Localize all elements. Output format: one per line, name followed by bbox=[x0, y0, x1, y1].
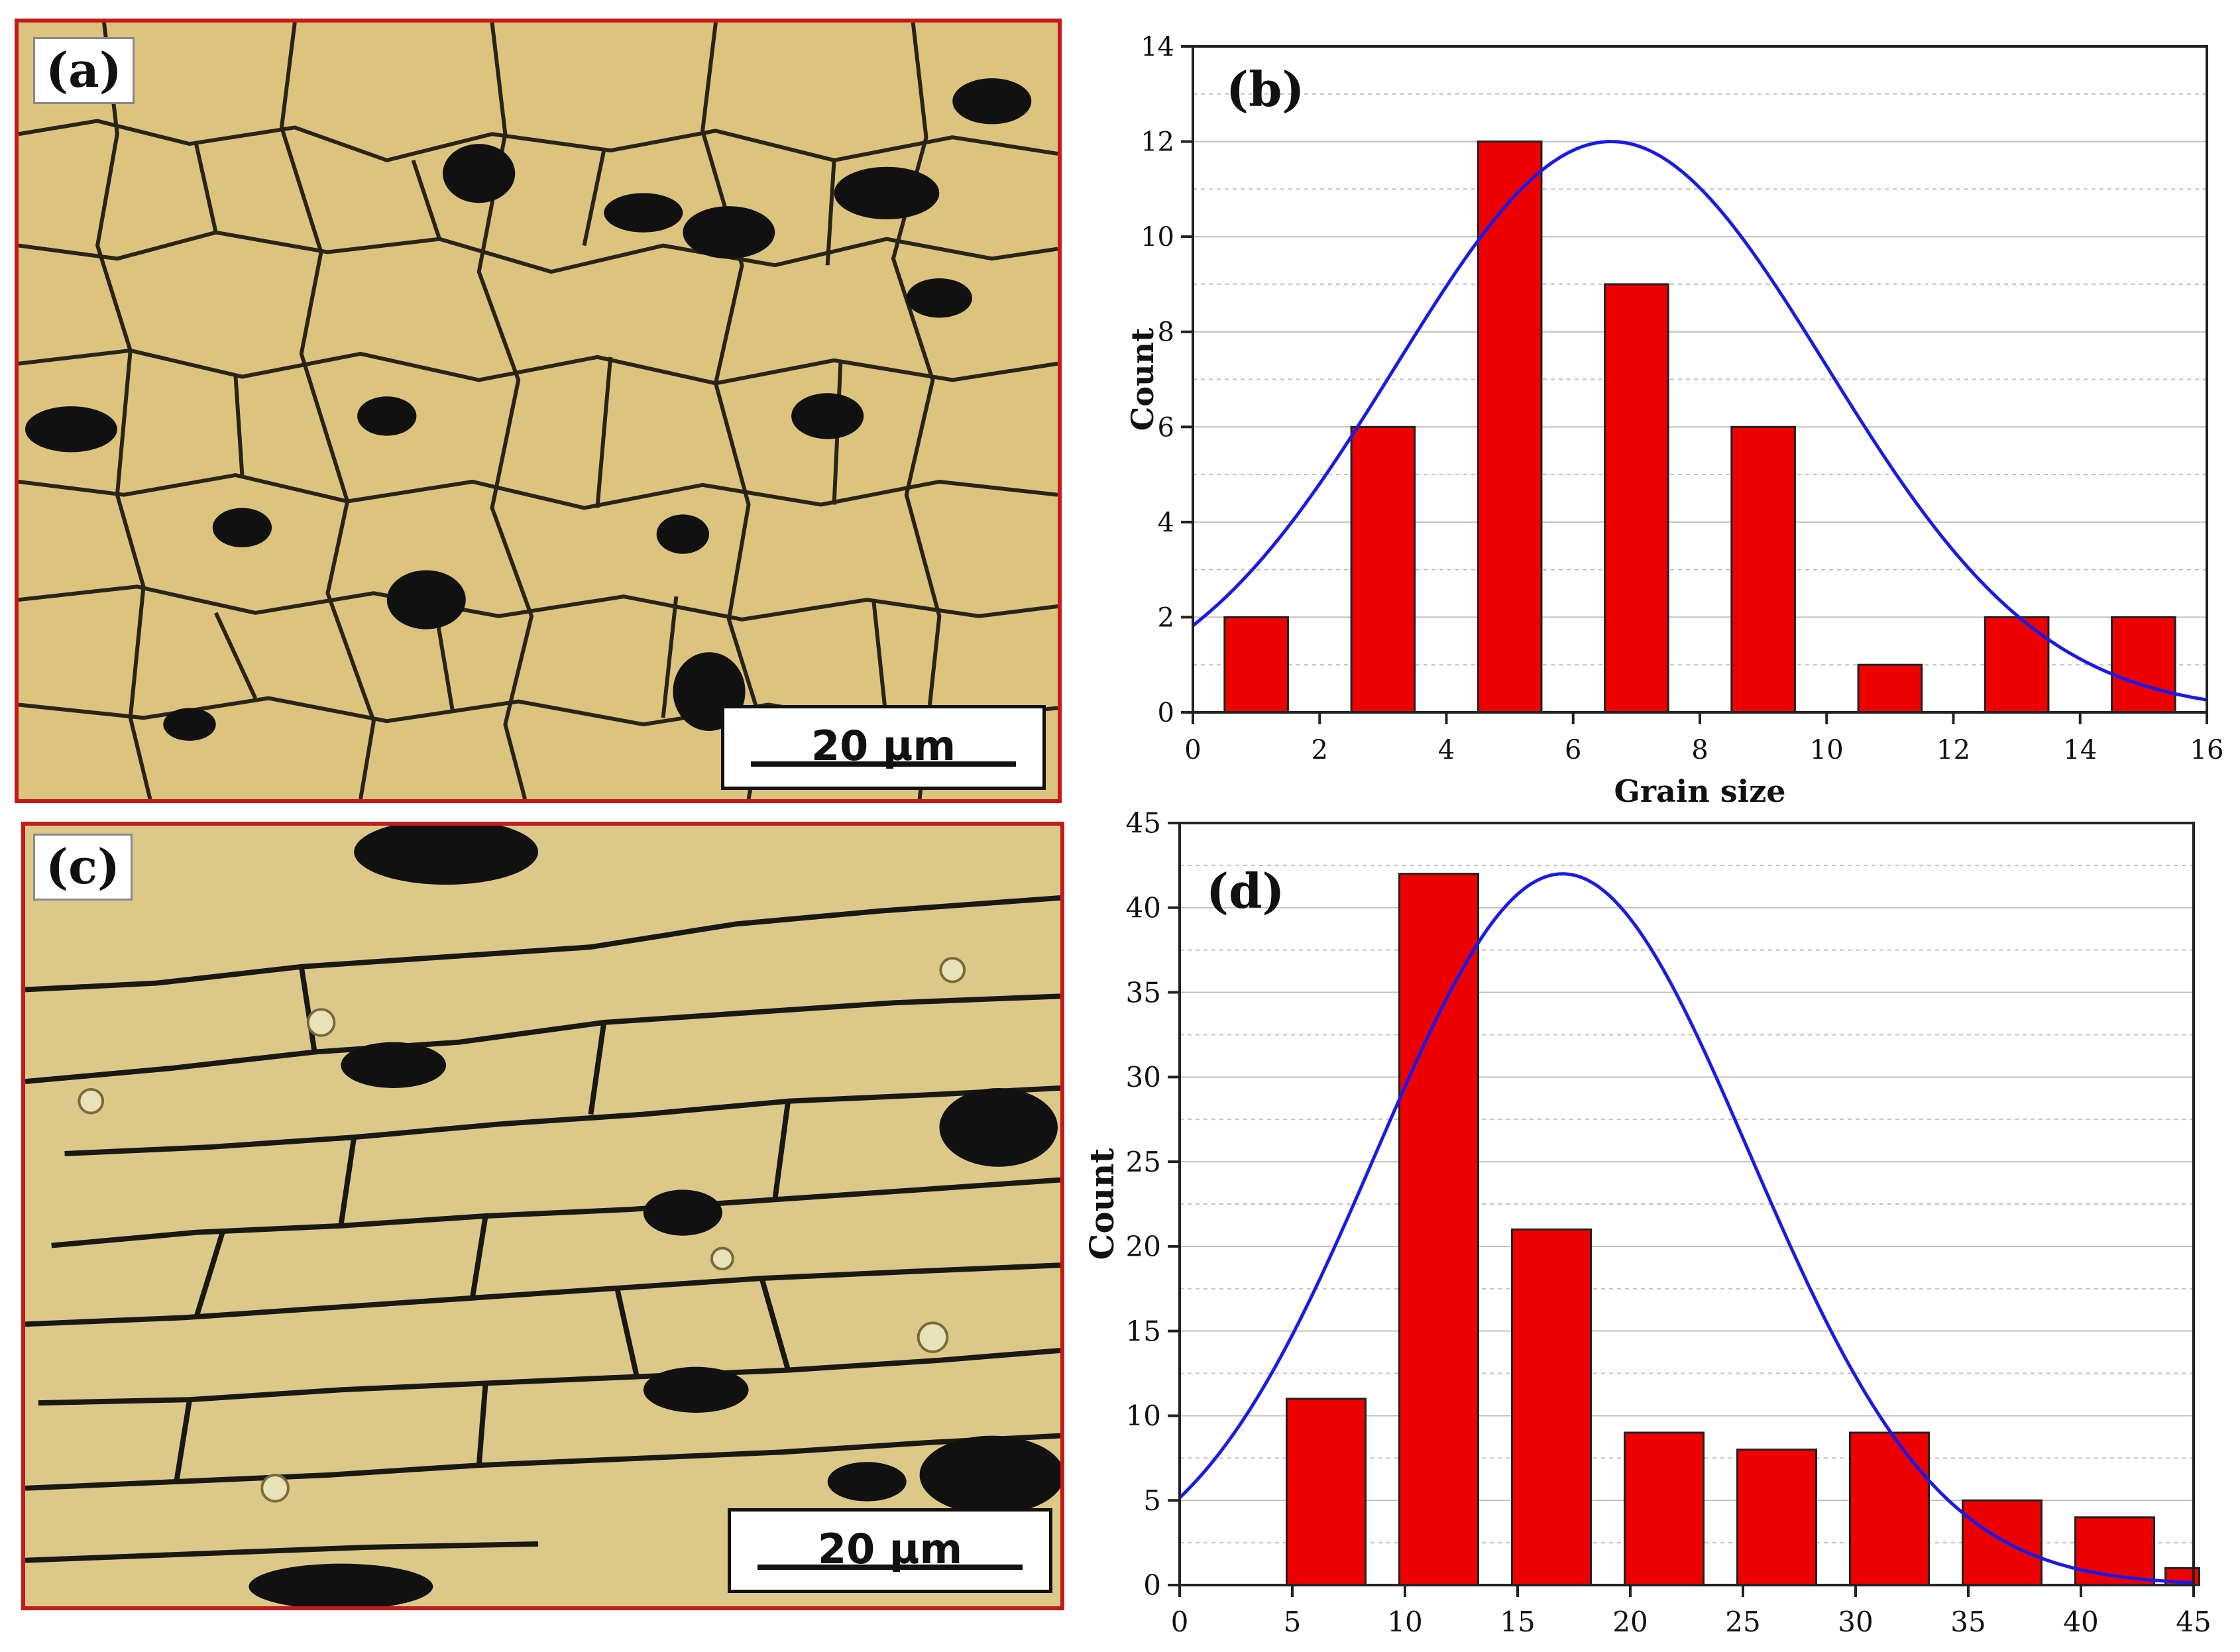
x-tick-label: 6 bbox=[1565, 735, 1581, 765]
y-tick-label: 8 bbox=[1158, 317, 1174, 348]
scale-bar-a-line bbox=[751, 761, 1016, 767]
x-tick-label: 0 bbox=[1171, 1606, 1189, 1638]
bar bbox=[1730, 425, 1796, 714]
bar bbox=[1849, 1431, 1930, 1586]
y-tick-label: 35 bbox=[1126, 976, 1161, 1009]
micrograph-c: (c) 20 µm bbox=[21, 822, 1064, 1610]
panel-label-c: (c) bbox=[33, 834, 133, 901]
bar bbox=[1604, 283, 1669, 714]
bar bbox=[1286, 1398, 1367, 1586]
bar bbox=[1857, 663, 1923, 714]
x-tick-label: 40 bbox=[2063, 1606, 2098, 1638]
bar bbox=[1398, 873, 1479, 1586]
bar bbox=[1736, 1449, 1817, 1586]
x-tick-label: 45 bbox=[2176, 1606, 2211, 1638]
x-tick-label: 10 bbox=[1387, 1606, 1422, 1638]
x-tick-label: 2 bbox=[1312, 735, 1328, 765]
y-tick-label: 6 bbox=[1158, 412, 1174, 443]
y-tick-label: 12 bbox=[1141, 127, 1174, 158]
y-tick-label: 4 bbox=[1158, 508, 1174, 538]
x-tick-label: 8 bbox=[1691, 735, 1708, 765]
x-tick-label: 10 bbox=[1810, 735, 1844, 765]
fit-curve bbox=[1192, 140, 2208, 702]
histogram-d: 0 5 10 15 20 25 30 35 40 45 0 5 10 15 20 25 30 35 40 45 Coun… bbox=[1082, 807, 2212, 1638]
micrograph-c-grains bbox=[25, 826, 1060, 1606]
y-tick-label: 10 bbox=[1126, 1400, 1161, 1432]
x-axis-title: Grain size bbox=[1614, 773, 1785, 809]
x-tick-label: 30 bbox=[1838, 1606, 1873, 1638]
x-tick-label: 20 bbox=[1612, 1606, 1648, 1638]
y-tick-label: 25 bbox=[1126, 1146, 1161, 1178]
micrograph-a: (a) 20 µm bbox=[15, 19, 1062, 803]
x-tick-label: 15 bbox=[1500, 1606, 1535, 1638]
x-tick-label: 25 bbox=[1725, 1606, 1760, 1638]
panel-label-d: (d) bbox=[1206, 863, 1284, 919]
x-tick-label: 4 bbox=[1438, 735, 1455, 765]
scale-bar-a: 20 µm bbox=[721, 705, 1046, 790]
y-tick-label: 15 bbox=[1126, 1315, 1161, 1347]
y-tick-label: 10 bbox=[1141, 222, 1174, 252]
x-tick-label: 5 bbox=[1284, 1606, 1302, 1638]
bar bbox=[1624, 1431, 1705, 1586]
y-tick-label: 45 bbox=[1126, 807, 1161, 840]
bar bbox=[2111, 616, 2176, 714]
x-tick-label: 35 bbox=[1950, 1606, 1986, 1638]
y-tick-label: 14 bbox=[1141, 32, 1174, 62]
bar bbox=[1477, 140, 1543, 714]
x-tick-label: 14 bbox=[2063, 735, 2097, 765]
micrograph-a-grains bbox=[19, 23, 1058, 799]
bar bbox=[1223, 616, 1289, 714]
y-tick-label: 2 bbox=[1158, 602, 1174, 633]
x-tick-label: 12 bbox=[1936, 735, 1970, 765]
fit-curve bbox=[1178, 872, 2194, 1584]
bar bbox=[1511, 1228, 1592, 1586]
y-tick-label: 0 bbox=[1158, 698, 1174, 728]
panel-label-a: (a) bbox=[33, 37, 135, 104]
y-axis-title: Count bbox=[1125, 327, 1160, 431]
y-tick-label: 0 bbox=[1143, 1569, 1161, 1602]
scale-bar-c: 20 µm bbox=[728, 1508, 1052, 1593]
x-tick-label: 16 bbox=[2190, 735, 2224, 765]
y-tick-label: 20 bbox=[1126, 1231, 1161, 1263]
y-axis-title: Count bbox=[1082, 1148, 1121, 1260]
y-tick-label: 40 bbox=[1126, 891, 1161, 924]
y-tick-label: 5 bbox=[1143, 1484, 1161, 1517]
bar bbox=[1962, 1499, 2043, 1586]
panel-label-b: (b) bbox=[1226, 61, 1304, 117]
plot-frame bbox=[1178, 822, 2195, 1586]
x-tick-label: 0 bbox=[1184, 735, 1201, 765]
scale-bar-c-line bbox=[757, 1565, 1023, 1570]
y-tick-label: 30 bbox=[1126, 1061, 1161, 1093]
bar bbox=[2074, 1516, 2155, 1586]
bar bbox=[1350, 425, 1416, 714]
